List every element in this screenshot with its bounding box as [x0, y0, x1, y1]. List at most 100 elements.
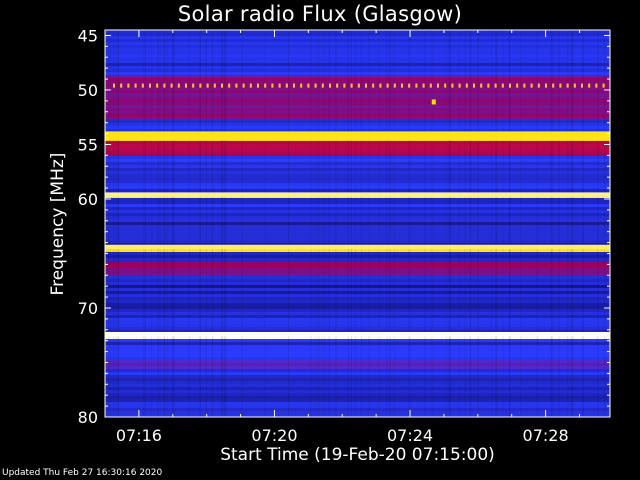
noise-column — [520, 30, 522, 417]
spectrum-row — [105, 240, 610, 244]
noise-column — [163, 30, 165, 417]
interference-dot — [264, 83, 267, 88]
noise-column — [582, 30, 584, 417]
noise-column — [354, 30, 356, 417]
noise-column — [115, 30, 117, 417]
interference-dot — [271, 83, 274, 88]
spectrum-row — [105, 63, 610, 67]
interference-dot — [170, 83, 173, 88]
y-tick-label: 60 — [78, 190, 98, 209]
spectrum-row — [105, 378, 610, 382]
spectrum-row — [105, 384, 610, 388]
interference-dot — [257, 83, 259, 88]
spectrum-row — [105, 87, 610, 91]
noise-column — [378, 30, 380, 417]
interference-dot — [465, 83, 468, 88]
noise-column — [159, 30, 161, 417]
noise-column — [108, 30, 110, 417]
spectrum-row — [105, 51, 610, 55]
chart-title: Solar radio Flux (Glasgow) — [177, 2, 463, 26]
spectrum-row — [105, 366, 610, 370]
noise-column — [321, 30, 323, 417]
spectrum-row — [105, 96, 610, 100]
interference-dot — [141, 83, 144, 88]
noise-column — [188, 30, 190, 417]
x-tick-label: 07:28 — [523, 426, 569, 445]
spectrum-row — [105, 357, 610, 361]
noise-column — [502, 30, 504, 417]
interference-dot — [329, 83, 331, 88]
noise-column — [315, 30, 317, 417]
spectrum-row — [105, 360, 610, 364]
noise-column — [551, 30, 553, 417]
spectrum-row — [105, 30, 610, 34]
spectrum-row — [105, 375, 610, 379]
y-axis-label: Frequency [MHz] — [48, 152, 68, 296]
noise-column — [318, 30, 320, 417]
spectrum-row — [105, 261, 610, 265]
spectrum-row — [105, 36, 610, 40]
spectrum-row — [105, 309, 610, 313]
interference-dot — [213, 83, 216, 88]
spectrum-row — [105, 123, 610, 127]
interference-dot — [343, 83, 346, 88]
interference-dot — [559, 83, 562, 88]
spectrum-row — [105, 66, 610, 70]
spectrum-row — [105, 411, 610, 415]
spectrum-row — [105, 273, 610, 277]
noise-column — [477, 30, 479, 417]
spectrum-row — [105, 222, 610, 226]
spectrum-row — [105, 300, 610, 304]
interference-dot — [113, 83, 115, 88]
noise-column — [199, 30, 201, 417]
spectrum-row — [105, 168, 610, 172]
interference-dot — [177, 83, 180, 88]
noise-column — [224, 30, 226, 417]
spectrum-row — [105, 396, 610, 400]
interference-dot — [401, 83, 403, 88]
noise-column — [157, 30, 159, 417]
spectrum-row — [105, 108, 610, 112]
interference-dot — [581, 83, 583, 88]
noise-column — [360, 30, 362, 417]
noise-column — [151, 30, 153, 417]
spectrum-row — [105, 231, 610, 235]
interference-dot — [458, 83, 461, 88]
interference-dot — [437, 83, 439, 88]
interference-dot — [588, 83, 591, 88]
interference-dot — [278, 83, 281, 88]
y-tick-label: 55 — [78, 135, 98, 154]
emission-band — [105, 131, 610, 141]
spectrum-row — [105, 186, 610, 190]
spectrum-row — [105, 348, 610, 352]
interference-dot — [415, 83, 418, 88]
noise-column — [448, 30, 450, 417]
spectrum-row — [105, 150, 610, 154]
spectrum-row — [105, 78, 610, 82]
interference-dot — [429, 83, 432, 88]
noise-column — [347, 30, 349, 417]
interference-dot — [249, 83, 252, 88]
noise-column — [324, 30, 326, 417]
y-tick-label: 70 — [78, 299, 98, 318]
spectrum-row — [105, 99, 610, 103]
interference-dot — [379, 83, 382, 88]
spectrum-row — [105, 183, 610, 187]
spectrum-row — [105, 33, 610, 37]
spectrum-row — [105, 270, 610, 274]
plot-frame — [104, 29, 611, 418]
interference-dot — [365, 83, 367, 88]
interference-dot — [163, 83, 166, 88]
interference-dot — [127, 83, 130, 88]
spectrum-row — [105, 198, 610, 202]
spectrum-row — [105, 105, 610, 109]
noise-column — [221, 30, 223, 417]
spectrum-row — [105, 45, 610, 49]
spectrum-row — [105, 69, 610, 73]
spectrum-row — [105, 351, 610, 355]
noise-column — [469, 30, 471, 417]
noise-column — [117, 30, 119, 417]
noise-column — [572, 30, 574, 417]
spectrum-row — [105, 312, 610, 316]
spectrum-row — [105, 117, 610, 121]
